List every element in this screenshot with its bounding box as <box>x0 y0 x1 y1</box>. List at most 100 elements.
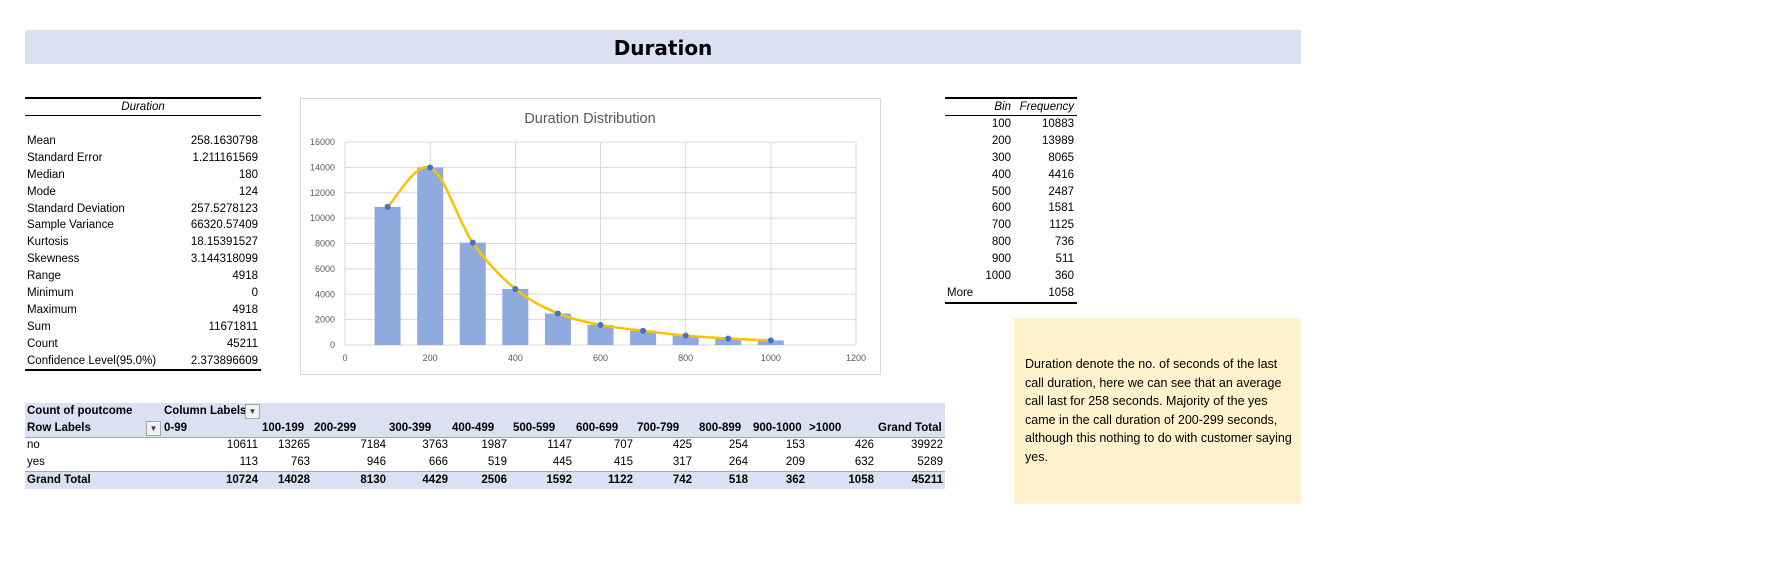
pivot-cell: 153 <box>785 439 805 451</box>
bin-row: 800 736 <box>945 234 1077 251</box>
stat-value: 0 <box>251 287 258 300</box>
pivot-column-header: 0-99 <box>164 422 188 434</box>
histogram-bar <box>544 313 571 345</box>
frequency-value: 360 <box>1054 270 1074 283</box>
stat-label: Median <box>27 168 65 181</box>
stat-label: Mode <box>27 185 56 198</box>
frequency-marker <box>427 164 434 171</box>
histogram-bar <box>374 206 401 345</box>
stat-value: 18.15391527 <box>190 236 258 249</box>
note-text: Duration denote the no. of seconds of th… <box>1025 357 1292 464</box>
y-tick-label: 10000 <box>310 213 335 223</box>
stat-label: Maximum <box>27 303 77 316</box>
frequency-line <box>386 165 771 342</box>
bin-header: Bin <box>994 101 1011 113</box>
x-tick-label: 200 <box>423 353 438 363</box>
pivot-cell: 1122 <box>608 474 633 486</box>
frequency-value: 511 <box>1055 253 1074 266</box>
pivot-column-header: 300-399 <box>389 422 432 434</box>
column-filter-dropdown[interactable]: ▼ <box>245 404 260 419</box>
stats-row: Standard Deviation 257.5278123 <box>25 201 261 218</box>
pivot-column-labels: Column Labels <box>164 405 247 417</box>
stat-value: 3.144318099 <box>190 253 258 266</box>
note-box[interactable]: Duration denote the no. of seconds of th… <box>1014 318 1301 504</box>
pivot-cell: 666 <box>428 456 448 468</box>
pivot-row-no: no 10611 13265 7184 3763 1987 1147 707 425 254 153… <box>25 437 945 454</box>
pivot-row-label: no <box>27 439 40 451</box>
stats-row: Minimum 0 <box>25 285 261 302</box>
frequency-marker <box>597 321 604 328</box>
stats-row: Mode 124 <box>25 184 261 201</box>
x-tick-label: 400 <box>508 353 523 363</box>
bin-row-more: More 1058 <box>945 285 1077 302</box>
y-tick-label: 12000 <box>310 188 335 198</box>
page-title: Duration <box>613 36 713 60</box>
stat-value: 11671811 <box>208 320 258 333</box>
pivot-header-row-2: Row Labels ▼ 0-99 100-199 200-299 300-399 40… <box>25 420 945 438</box>
frequency-marker <box>640 327 647 334</box>
row-filter-dropdown[interactable]: ▼ <box>146 421 161 436</box>
pivot-column-header: 700-799 <box>637 422 680 434</box>
pivot-cell: 254 <box>728 439 748 451</box>
frequency-value: 2487 <box>1048 185 1074 198</box>
stat-label: Kurtosis <box>27 236 69 249</box>
frequency-value: 13989 <box>1042 134 1074 147</box>
stats-row: Kurtosis 18.15391527 <box>25 234 261 251</box>
pivot-cell: 707 <box>613 439 633 451</box>
pivot-cell: 946 <box>366 456 386 468</box>
histogram-bar <box>459 242 486 345</box>
pivot-cell: 113 <box>239 456 258 468</box>
bin-value: 600 <box>991 202 1011 215</box>
pivot-column-header: 400-499 <box>452 422 495 434</box>
histogram-bar <box>672 335 699 345</box>
stat-label: Minimum <box>27 287 74 300</box>
pivot-cell: 445 <box>552 456 572 468</box>
stats-row: Sum 11671811 <box>25 319 261 336</box>
stat-value: 4918 <box>232 303 258 316</box>
x-tick-label: 800 <box>678 353 693 363</box>
duration-distribution-chart[interactable]: Duration Distribution 0 2000 4000 6000 8000 10… <box>300 98 881 375</box>
pivot-cell: 5289 <box>917 456 943 468</box>
pivot-header-row-1: Count of poutcome Column Labels ▼ <box>25 403 945 420</box>
pivot-count-label: Count of poutcome <box>27 405 133 417</box>
stat-label: Standard Deviation <box>27 202 125 215</box>
frequency-value: 8065 <box>1048 151 1074 164</box>
bin-value: 400 <box>991 168 1011 181</box>
bin-row: 700 1125 <box>945 217 1077 234</box>
descriptive-stats-table: Duration Mean 258.1630798 Standard Error 1.… <box>25 97 261 372</box>
pivot-cell: 362 <box>785 474 805 486</box>
frequency-marker <box>512 285 519 292</box>
stats-row: Skewness 3.144318099 <box>25 251 261 268</box>
y-tick-label: 14000 <box>310 162 335 172</box>
pivot-cell: 3763 <box>422 439 448 451</box>
bin-row: 100 10883 <box>945 116 1077 133</box>
pivot-row-label: Grand Total <box>27 474 91 486</box>
pivot-cell: 1058 <box>848 474 874 486</box>
frequency-marker <box>469 239 476 246</box>
pivot-table: Count of poutcome Column Labels ▼ Row La… <box>25 403 945 489</box>
stats-header: Duration <box>25 97 261 116</box>
pivot-row-labels: Row Labels <box>27 422 91 434</box>
stat-label: Sum <box>27 320 51 333</box>
frequency-value: 10883 <box>1042 118 1074 130</box>
frequency-header: Frequency <box>1019 101 1074 113</box>
pivot-column-header: 200-299 <box>314 422 357 434</box>
y-tick-label: 4000 <box>315 289 335 299</box>
x-tick-label: 1000 <box>761 353 781 363</box>
bin-row: 500 2487 <box>945 184 1077 201</box>
frequency-marker <box>682 332 689 339</box>
frequency-value: 736 <box>1054 236 1074 249</box>
frequency-marker <box>767 337 774 344</box>
stat-label: Confidence Level(95.0%) <box>27 354 157 367</box>
pivot-column-header: >1000 <box>809 422 842 434</box>
bin-row: 900 511 <box>945 251 1077 268</box>
pivot-cell: 632 <box>854 456 874 468</box>
pivot-cell: 8130 <box>360 474 386 486</box>
chart-title: Duration Distribution <box>524 111 655 127</box>
histogram-bar <box>502 288 529 345</box>
bin-row: 400 4416 <box>945 167 1077 184</box>
histogram-bar <box>630 330 657 345</box>
more-frequency: 1058 <box>1048 286 1074 299</box>
bin-rows: 100 10883 200 13989 300 8065 400 4416 500 2487 600… <box>945 116 1077 304</box>
bin-row: 200 13989 <box>945 133 1077 150</box>
